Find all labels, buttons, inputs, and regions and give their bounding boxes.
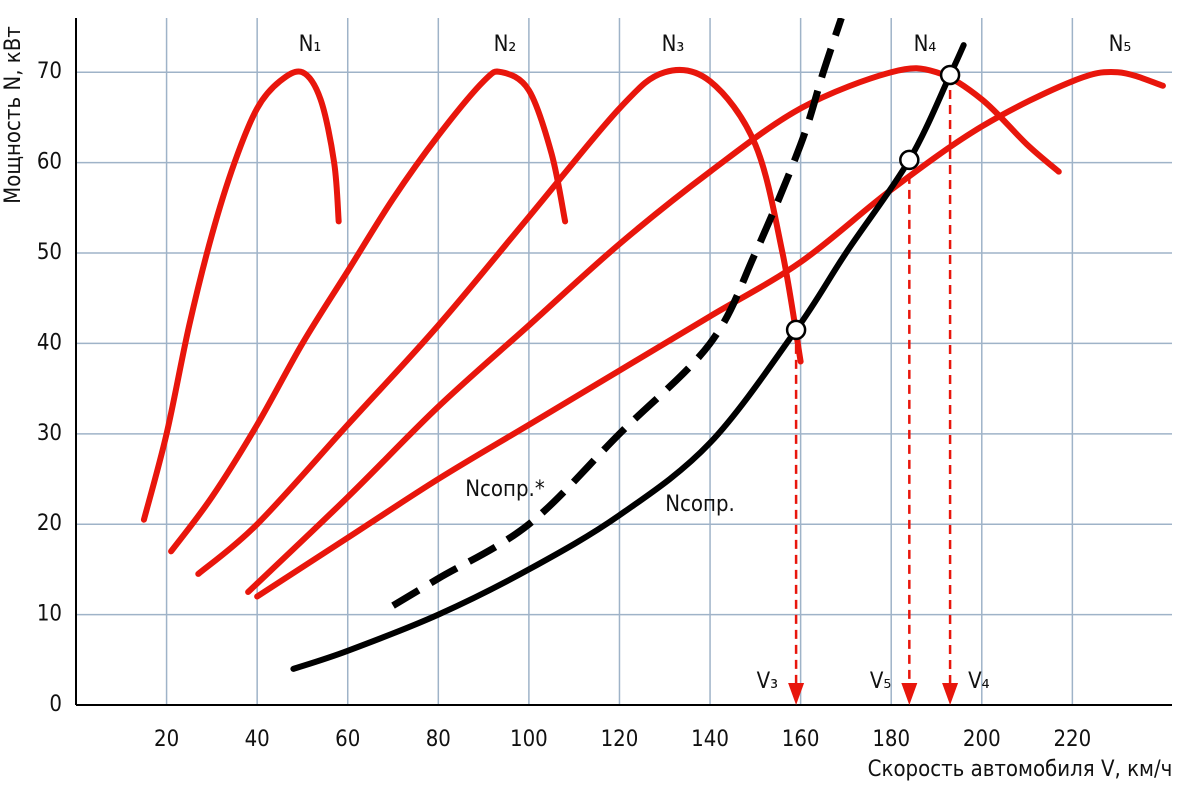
series-label: N₂ bbox=[494, 32, 517, 57]
series-line bbox=[391, 18, 845, 609]
series-line bbox=[195, 66, 804, 577]
series-line bbox=[245, 65, 1062, 596]
y-tick-label: 40 bbox=[37, 330, 62, 355]
y-tick-label: 10 bbox=[37, 602, 62, 627]
y-tick-label: 0 bbox=[49, 692, 62, 717]
series-line bbox=[168, 68, 569, 555]
speed-label: V₅ bbox=[870, 669, 891, 694]
arrow-head bbox=[942, 683, 959, 705]
x-tick-label: 100 bbox=[510, 727, 548, 752]
x-tick-label: 20 bbox=[154, 727, 179, 752]
series-label: N₅ bbox=[1109, 32, 1132, 57]
intersection-point bbox=[899, 149, 920, 171]
series-label: N₁ bbox=[299, 32, 322, 57]
x-tick-label: 40 bbox=[245, 727, 270, 752]
x-tick-label: 140 bbox=[691, 727, 729, 752]
series-line bbox=[140, 68, 342, 523]
series-line bbox=[290, 42, 967, 672]
y-tick-label: 70 bbox=[37, 59, 62, 84]
x-tick-label: 80 bbox=[426, 727, 451, 752]
arrow-head bbox=[901, 683, 918, 705]
y-tick-label: 20 bbox=[37, 511, 62, 536]
intersection-point bbox=[785, 319, 807, 341]
x-tick-label: 120 bbox=[601, 727, 639, 752]
y-axis-title: Мощность N, кВт bbox=[1, 26, 26, 204]
series-label: Nсопр. bbox=[665, 492, 735, 517]
series-label: N₄ bbox=[914, 32, 937, 57]
x-tick-label: 60 bbox=[335, 727, 360, 752]
y-tick-label: 30 bbox=[37, 421, 62, 446]
y-tick-label: 60 bbox=[37, 150, 62, 175]
x-tick-label: 160 bbox=[782, 727, 820, 752]
series-label: Nсопр.* bbox=[465, 477, 545, 502]
y-tick-label: 50 bbox=[37, 240, 62, 265]
speed-label: V₄ bbox=[968, 669, 990, 694]
speed-label: V₃ bbox=[757, 669, 778, 694]
x-axis-title: Скорость автомобиля V, км/ч bbox=[868, 757, 1173, 782]
x-tick-label: 200 bbox=[963, 727, 1001, 752]
x-tick-label: 180 bbox=[872, 727, 910, 752]
intersection-point bbox=[939, 64, 961, 86]
series-label: N₃ bbox=[662, 32, 685, 57]
arrow-head bbox=[788, 683, 805, 705]
x-tick-label: 220 bbox=[1053, 727, 1091, 752]
